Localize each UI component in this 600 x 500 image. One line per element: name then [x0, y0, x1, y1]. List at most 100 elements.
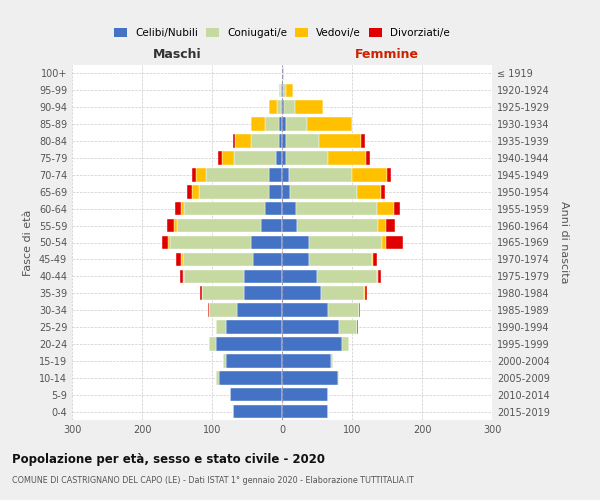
Bar	[200, 286, 202, 300]
Bar	[196, 168, 206, 181]
Bar	[282, 151, 286, 164]
Bar	[233, 405, 282, 418]
Bar	[282, 118, 286, 131]
Bar	[269, 185, 282, 198]
Bar	[282, 185, 290, 198]
Bar	[282, 202, 296, 215]
Bar	[277, 151, 282, 164]
Y-axis label: Anni di nascita: Anni di nascita	[559, 201, 569, 284]
Bar	[359, 304, 361, 317]
Bar	[269, 100, 277, 114]
Bar	[378, 219, 386, 232]
Bar	[338, 371, 340, 384]
Bar	[180, 270, 184, 283]
Bar	[253, 252, 282, 266]
Bar	[328, 304, 359, 317]
Bar	[341, 337, 349, 350]
Text: Maschi: Maschi	[152, 48, 202, 61]
Bar	[378, 270, 382, 283]
Bar	[175, 202, 181, 215]
Y-axis label: Fasce di età: Fasce di età	[23, 210, 33, 276]
Bar	[282, 219, 298, 232]
Bar	[286, 118, 307, 131]
Bar	[283, 66, 284, 80]
Bar	[283, 84, 286, 97]
Bar	[387, 168, 391, 181]
Bar	[328, 151, 366, 164]
Bar	[307, 118, 352, 131]
Bar	[366, 151, 370, 164]
Bar	[251, 236, 282, 250]
Bar	[282, 236, 308, 250]
Bar	[331, 354, 333, 368]
Bar	[290, 185, 357, 198]
Bar	[289, 168, 352, 181]
Bar	[382, 185, 385, 198]
Bar	[244, 270, 282, 283]
Bar	[193, 168, 196, 181]
Bar	[278, 118, 282, 131]
Bar	[282, 100, 284, 114]
Bar	[184, 202, 265, 215]
Bar	[265, 118, 278, 131]
Bar	[233, 134, 235, 148]
Bar	[236, 304, 282, 317]
Bar	[282, 388, 328, 402]
Bar	[308, 252, 371, 266]
Bar	[340, 320, 357, 334]
Bar	[377, 202, 394, 215]
Bar	[319, 134, 361, 148]
Bar	[209, 304, 236, 317]
Bar	[282, 66, 283, 80]
Text: Popolazione per età, sesso e stato civile - 2020: Popolazione per età, sesso e stato civil…	[12, 452, 325, 466]
Bar	[223, 354, 226, 368]
Bar	[282, 252, 308, 266]
Bar	[244, 286, 282, 300]
Bar	[371, 252, 373, 266]
Bar	[377, 270, 378, 283]
Bar	[382, 236, 386, 250]
Bar	[386, 236, 403, 250]
Bar	[282, 134, 286, 148]
Bar	[177, 219, 261, 232]
Bar	[296, 202, 377, 215]
Bar	[282, 320, 340, 334]
Bar	[295, 100, 323, 114]
Bar	[280, 84, 281, 97]
Bar	[386, 219, 395, 232]
Bar	[202, 286, 244, 300]
Bar	[352, 168, 387, 181]
Bar	[284, 100, 295, 114]
Bar	[170, 236, 251, 250]
Bar	[222, 151, 235, 164]
Text: COMUNE DI CASTRIGNANO DEL CAPO (LE) - Dati ISTAT 1° gennaio 2020 - Elaborazione : COMUNE DI CASTRIGNANO DEL CAPO (LE) - Da…	[12, 476, 414, 485]
Bar	[184, 270, 244, 283]
Bar	[162, 236, 168, 250]
Bar	[261, 219, 282, 232]
Bar	[286, 151, 328, 164]
Bar	[317, 270, 377, 283]
Bar	[181, 202, 184, 215]
Bar	[208, 304, 209, 317]
Bar	[278, 84, 280, 97]
Bar	[168, 236, 170, 250]
Bar	[357, 185, 382, 198]
Bar	[269, 168, 282, 181]
Bar	[173, 219, 177, 232]
Bar	[282, 286, 320, 300]
Bar	[265, 202, 282, 215]
Bar	[281, 100, 282, 114]
Bar	[357, 320, 358, 334]
Bar	[181, 252, 182, 266]
Text: Femmine: Femmine	[355, 48, 419, 61]
Bar	[320, 286, 364, 300]
Bar	[251, 134, 278, 148]
Legend: Celibi/Nubili, Coniugati/e, Vedovi/e, Divorziati/e: Celibi/Nubili, Coniugati/e, Vedovi/e, Di…	[110, 24, 454, 42]
Bar	[281, 84, 282, 97]
Bar	[187, 185, 193, 198]
Bar	[235, 151, 277, 164]
Bar	[282, 371, 338, 384]
Bar	[229, 388, 282, 402]
Bar	[361, 134, 365, 148]
Bar	[282, 168, 289, 181]
